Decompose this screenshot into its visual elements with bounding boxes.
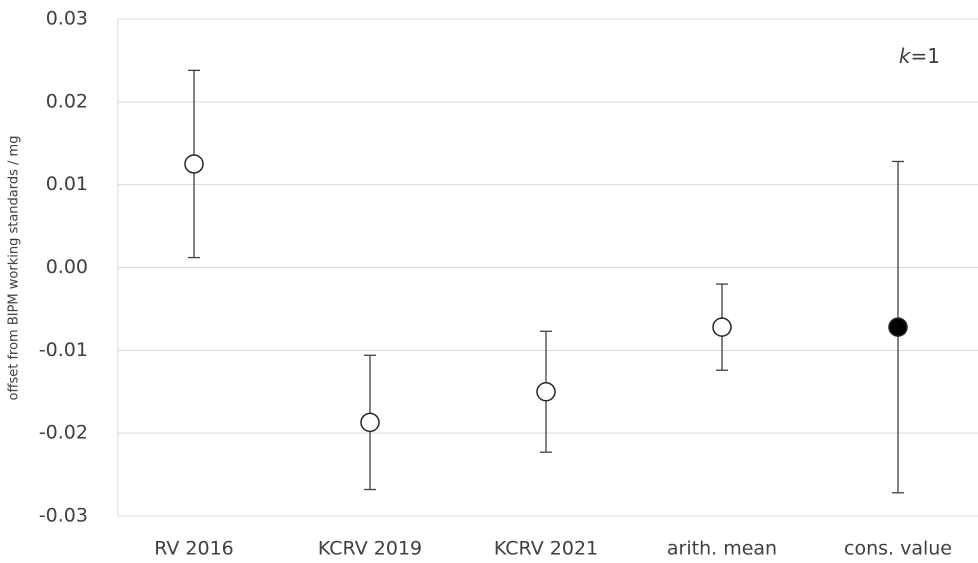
marker xyxy=(184,154,204,174)
x-tick-label: KCRV 2019 xyxy=(318,538,422,560)
y-tick-label: 0.01 xyxy=(46,173,88,195)
annotation: k=1 xyxy=(899,44,940,68)
marker xyxy=(712,317,732,337)
annotation-rest: =1 xyxy=(911,44,940,68)
x-tick-label: cons. value xyxy=(844,538,952,560)
marker xyxy=(360,412,380,433)
y-tick-label: 0.00 xyxy=(46,256,88,278)
y-tick-label: 0.02 xyxy=(46,90,88,112)
marker xyxy=(888,317,908,337)
x-tick-label: arith. mean xyxy=(667,538,777,560)
x-tick-label: KCRV 2021 xyxy=(494,538,598,560)
y-axis-label: offset from BIPM working standards / mg xyxy=(7,136,22,401)
y-tick-label: 0.03 xyxy=(46,8,88,30)
marker xyxy=(536,382,556,402)
annotation-italic: k xyxy=(899,44,912,68)
x-tick-label: RV 2016 xyxy=(154,538,234,560)
y-tick-label: -0.01 xyxy=(39,339,88,361)
y-tick-label: -0.02 xyxy=(39,422,88,444)
y-tick-label: -0.03 xyxy=(39,505,88,527)
